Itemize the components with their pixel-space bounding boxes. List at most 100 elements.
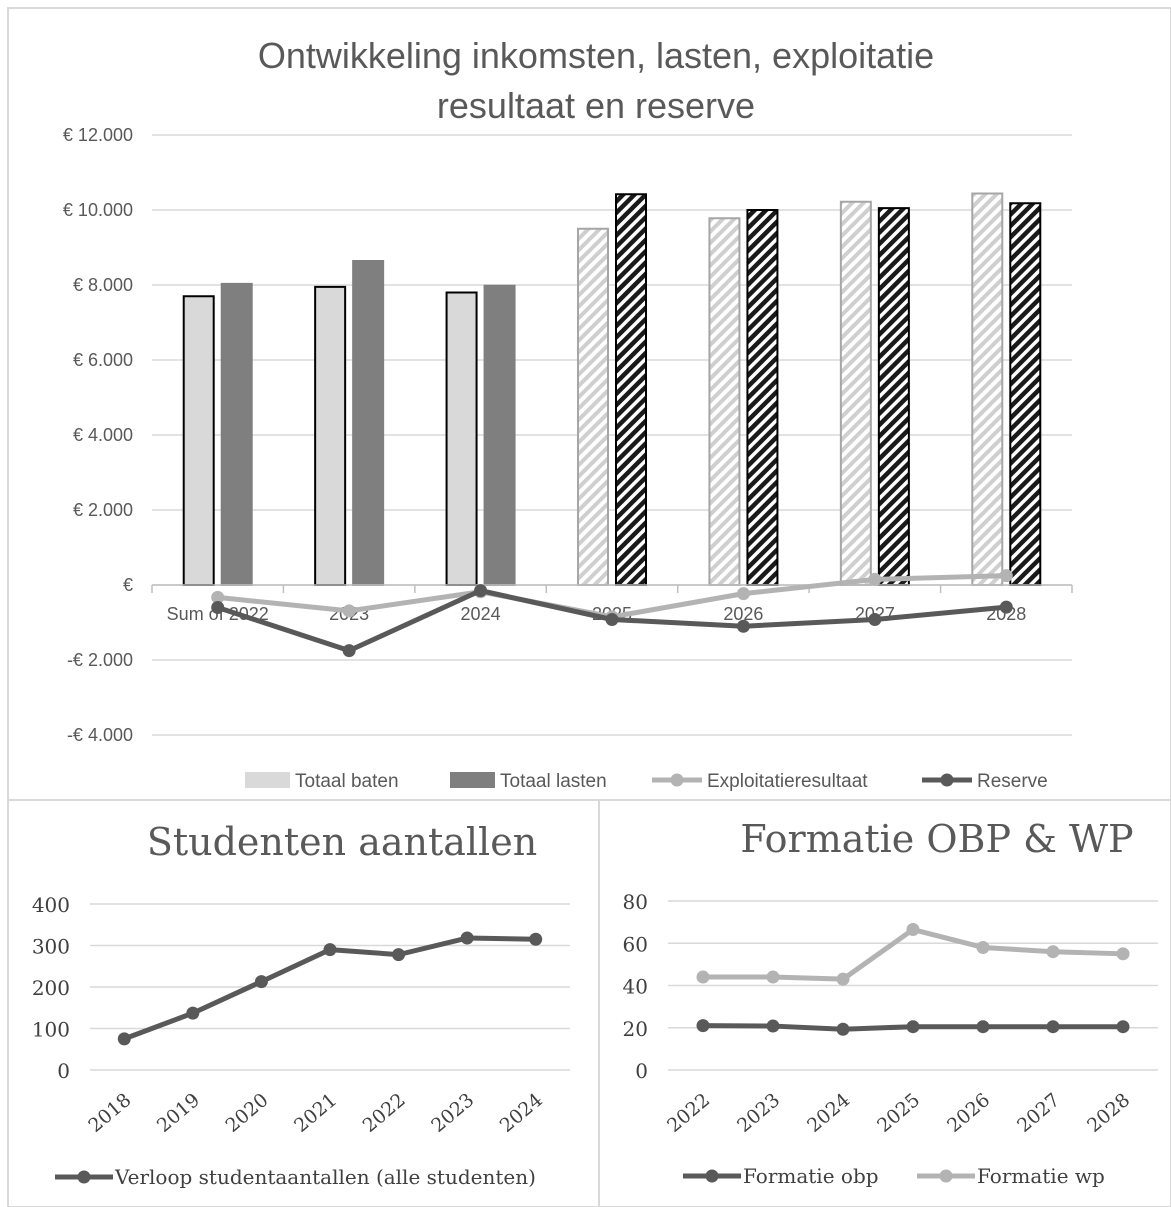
x-tick-label: 2022 (359, 1089, 410, 1137)
y-tick-label: 0 (57, 1059, 70, 1083)
bar-totaal-lasten (352, 260, 385, 586)
data-point (117, 1032, 131, 1046)
y-tick-label: -€ 4.000 (67, 725, 133, 745)
x-tick-label: 2020 (221, 1089, 272, 1137)
point-reserve (868, 613, 882, 626)
y-tick-label: 200 (32, 976, 70, 1000)
bar-totaal-lasten (1009, 202, 1042, 586)
data-point (906, 1020, 920, 1034)
point-exploitatieresultaat (211, 590, 225, 604)
point-exploitatieresultaat (999, 569, 1013, 583)
y-tick-label: 0 (635, 1059, 648, 1083)
y-axis: -€ 4.000 -€ 2.000 € € 2.000 € 4.000 € 6.000 € … (63, 125, 133, 745)
grid (152, 134, 1072, 736)
chart-title: Formatie OBP & WP (740, 817, 1133, 861)
y-axis: 0 20 40 60 80 (623, 890, 648, 1083)
legend-label: Formatie obp (743, 1164, 879, 1188)
lines (696, 923, 1130, 1036)
legend-swatch-marker (670, 773, 684, 787)
data-point (460, 931, 474, 945)
bar-totaal-lasten (615, 193, 647, 586)
y-tick-label: € 8.000 (73, 275, 133, 295)
y-tick-label: 300 (32, 935, 70, 959)
data-point (766, 1019, 780, 1033)
legend-swatch-marker (77, 1170, 91, 1184)
point-exploitatieresultaat (736, 587, 750, 601)
line-formatie-wp (703, 927, 1124, 982)
y-tick-label: € 12.000 (63, 125, 133, 145)
data-point (696, 1019, 710, 1033)
y-tick-label: € 2.000 (73, 500, 133, 520)
point-exploitatieresultaat (868, 572, 882, 586)
x-tick-label: Sum of 2022 (167, 604, 269, 624)
y-tick-label: 80 (623, 890, 648, 914)
legend: Formatie obp Formatie wp (683, 1164, 1105, 1188)
data-point (529, 932, 543, 946)
legend-label: Verloop studentaantallen (alle studenten… (114, 1165, 536, 1189)
x-tick-label: 2026 (943, 1089, 994, 1137)
data-point (1116, 1020, 1130, 1034)
bar-totaal-baten (445, 291, 478, 586)
chart-title-line-2: resultaat en reserve (437, 85, 755, 126)
legend-label: Formatie wp (977, 1164, 1105, 1188)
bar-totaal-lasten (746, 209, 779, 586)
y-tick-label: € 4.000 (73, 425, 133, 445)
legend-label: Reserve (977, 771, 1048, 792)
y-tick-label: € 10.000 (63, 200, 133, 220)
grid (90, 903, 570, 1071)
data-point (1046, 945, 1060, 959)
data-point (392, 948, 406, 962)
y-tick-label: 60 (623, 932, 648, 956)
legend-swatch-marker (939, 1169, 953, 1183)
data-point (766, 970, 780, 984)
bars (182, 192, 1042, 586)
x-tick-label: 2021 (290, 1089, 341, 1137)
point-reserve (342, 644, 356, 658)
legend-label: Totaal baten (295, 771, 399, 792)
legend-swatch-marker (705, 1169, 719, 1183)
x-tick-label: 2022 (663, 1089, 714, 1137)
bar-totaal-baten (708, 217, 741, 586)
lines (117, 931, 543, 1046)
bar-totaal-baten (577, 227, 609, 586)
chart-title: Studenten aantallen (147, 820, 537, 864)
y-tick-label: € 6.000 (73, 350, 133, 370)
y-tick-label: -€ 2.000 (67, 650, 133, 670)
point-reserve (736, 619, 750, 633)
x-tick-label: 2023 (733, 1089, 784, 1137)
data-point (254, 975, 268, 989)
formation-chart-border (598, 799, 1171, 1207)
lines (211, 569, 1013, 658)
legend-swatch (245, 772, 290, 788)
legend-swatch (450, 772, 495, 788)
y-tick-label: 40 (623, 975, 648, 999)
data-point (976, 1020, 990, 1034)
y-tick-label: 400 (32, 893, 70, 917)
legend-swatch-marker (940, 773, 954, 787)
legend: Totaal baten Totaal lasten Exploitatieresu… (245, 771, 1048, 792)
data-point (186, 1006, 200, 1020)
point-reserve (999, 600, 1013, 614)
y-tick-label: € (123, 575, 133, 595)
bar-totaal-baten (314, 285, 347, 586)
legend-label: Totaal lasten (500, 771, 607, 792)
data-point (836, 1022, 850, 1036)
point-reserve (474, 584, 488, 598)
y-tick-label: 100 (32, 1018, 70, 1042)
y-axis: 0 100 200 300 400 (32, 893, 70, 1083)
x-tick-label: 2024 (461, 604, 501, 624)
bar-totaal-baten (182, 295, 215, 586)
data-point (976, 940, 990, 954)
point-reserve (605, 613, 619, 626)
bar-totaal-baten (971, 192, 1004, 586)
data-point (1046, 1020, 1060, 1034)
point-reserve (211, 601, 225, 614)
data-point (1116, 947, 1130, 961)
formation-chart: Formatie OBP & WP 0 20 40 60 80 2022 2023 2024… (623, 817, 1158, 1188)
point-exploitatieresultaat (342, 604, 356, 618)
y-tick-label: 20 (623, 1017, 648, 1041)
bar-totaal-lasten (220, 282, 253, 586)
x-tick-label: 2027 (1013, 1089, 1064, 1137)
